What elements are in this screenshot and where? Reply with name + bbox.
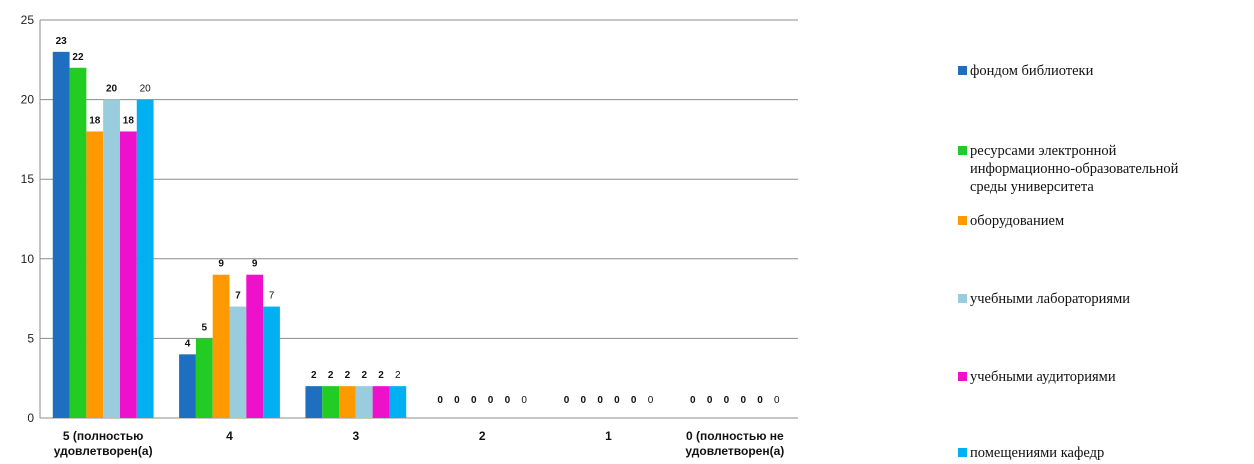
- legend-swatch: [958, 448, 967, 457]
- data-label: 18: [123, 115, 135, 126]
- data-label: 0: [521, 395, 527, 406]
- data-label: 0: [581, 395, 587, 406]
- data-label: 7: [269, 291, 275, 302]
- data-label: 5: [202, 322, 208, 333]
- data-label: 7: [235, 291, 241, 302]
- legend-swatch: [958, 146, 967, 155]
- bar: [305, 386, 322, 418]
- legend-item: ресурсами электронной информационно-обра…: [958, 142, 1178, 196]
- legend-label: учебными лабораториями: [970, 290, 1130, 308]
- bar: [179, 354, 196, 418]
- bar: [263, 307, 280, 418]
- data-label: 0: [454, 395, 460, 406]
- data-label: 18: [89, 115, 101, 126]
- data-label: 0: [774, 395, 780, 406]
- data-label: 23: [56, 36, 68, 47]
- data-label: 0: [648, 395, 654, 406]
- data-label: 22: [72, 52, 84, 63]
- x-tick-label: 0 (полностью не удовлетворен(а): [685, 429, 784, 458]
- x-tick-label: 5 (полностью удовлетворен(а): [54, 429, 153, 458]
- legend-label: учебными аудиториями: [970, 368, 1116, 386]
- data-label: 0: [614, 395, 620, 406]
- data-label: 9: [218, 259, 224, 270]
- bar: [322, 386, 339, 418]
- data-label: 20: [140, 84, 152, 95]
- data-label: 0: [690, 395, 696, 406]
- legend-label: ресурсами электронной информационно-обра…: [970, 142, 1178, 196]
- x-tick-label: 1: [605, 429, 612, 443]
- y-tick-label: 20: [21, 93, 35, 107]
- legend-swatch: [958, 372, 967, 381]
- data-label: 0: [631, 395, 637, 406]
- data-label: 0: [488, 395, 494, 406]
- bar: [103, 100, 120, 418]
- y-tick-label: 10: [21, 252, 35, 266]
- data-label: 9: [252, 259, 258, 270]
- legend-swatch: [958, 216, 967, 225]
- bar: [246, 275, 263, 418]
- data-label: 0: [471, 395, 477, 406]
- data-label: 0: [740, 395, 746, 406]
- x-tick-label: 4: [226, 429, 233, 443]
- y-tick-label: 25: [21, 13, 35, 27]
- bar: [53, 52, 70, 418]
- data-label: 0: [724, 395, 730, 406]
- bar: [213, 275, 230, 418]
- bar: [86, 131, 103, 418]
- bar: [389, 386, 406, 418]
- x-axis: 5 (полностью удовлетворен(а) 4 3 2 1 0 (полнос…: [54, 429, 785, 458]
- data-label: 2: [378, 370, 384, 381]
- legend-swatch: [958, 294, 967, 303]
- bar: [120, 131, 137, 418]
- data-label: 2: [311, 370, 317, 381]
- data-label: 2: [345, 370, 351, 381]
- legend-item: учебными лабораториями: [958, 290, 1130, 308]
- data-label: 0: [437, 395, 443, 406]
- data-label: 0: [707, 395, 713, 406]
- data-label: 2: [361, 370, 367, 381]
- bar: [230, 307, 247, 418]
- legend-item: фондом библиотеки: [958, 62, 1093, 80]
- legend-label: фондом библиотеки: [970, 62, 1093, 80]
- y-tick-label: 15: [21, 172, 35, 186]
- data-label: 20: [106, 84, 118, 95]
- legend-item: учебными аудиториями: [958, 368, 1116, 386]
- data-label: 0: [597, 395, 603, 406]
- data-label: 2: [328, 370, 334, 381]
- x-tick-label: 2: [479, 429, 486, 443]
- legend-swatch: [958, 66, 967, 75]
- legend: фондом библиотеки ресурсами электронной и…: [958, 0, 1254, 464]
- x-tick-label: 3: [352, 429, 359, 443]
- legend-item: оборудованием: [958, 212, 1064, 230]
- bar: [70, 68, 87, 418]
- data-label: 0: [757, 395, 763, 406]
- data-label: 2: [395, 370, 401, 381]
- bar: [356, 386, 373, 418]
- bar: [373, 386, 390, 418]
- legend-label: помещениями кафедр: [970, 444, 1104, 462]
- bars: [53, 52, 406, 418]
- y-axis: 0 5 10 15 20 25: [21, 13, 35, 425]
- bar: [196, 338, 213, 418]
- y-tick-label: 0: [27, 411, 34, 425]
- data-label: 0: [564, 395, 570, 406]
- data-label: 4: [185, 338, 191, 349]
- data-label: 0: [505, 395, 511, 406]
- bar: [339, 386, 356, 418]
- legend-item: помещениями кафедр: [958, 444, 1104, 462]
- grid-lines: [40, 20, 798, 418]
- bar: [137, 100, 154, 418]
- y-tick-label: 5: [27, 331, 34, 345]
- legend-label: оборудованием: [970, 212, 1064, 230]
